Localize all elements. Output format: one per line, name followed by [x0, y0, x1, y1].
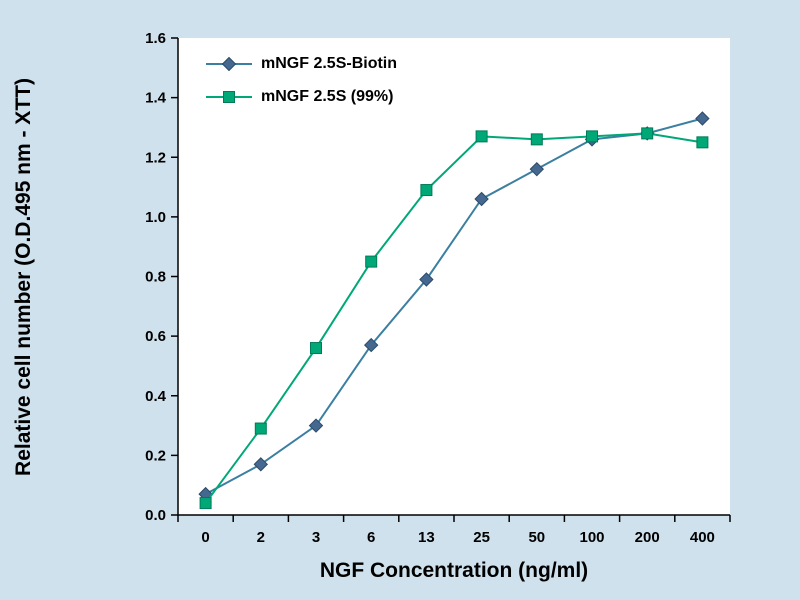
legend-label: mNGF 2.5S-Biotin — [261, 54, 398, 72]
square-marker-icon — [310, 342, 322, 355]
plot-area — [178, 38, 730, 515]
x-tick-label: 25 — [473, 529, 490, 546]
square-marker-icon — [530, 133, 543, 146]
y-axis-title: Relative cell number (O.D.495 nm - XTT) — [12, 78, 35, 476]
x-tick-label: 13 — [418, 529, 435, 546]
diamond-marker-icon — [363, 337, 379, 353]
square-marker-icon — [420, 184, 433, 197]
square-marker-icon — [641, 127, 654, 140]
square-marker-icon — [199, 497, 212, 510]
diamond-marker-icon — [221, 56, 237, 71]
diamond-marker-icon — [308, 418, 324, 433]
y-tick-label: 0.8 — [145, 269, 166, 286]
x-tick-label: 6 — [367, 529, 375, 546]
legend-swatch-square-icon — [206, 90, 252, 103]
y-tick-label: 0.0 — [145, 507, 166, 524]
diamond-marker-icon — [253, 457, 269, 472]
x-tick-label: 100 — [579, 529, 604, 546]
x-tick-label: 2 — [257, 529, 265, 546]
x-tick-label: 3 — [312, 529, 320, 546]
diamond-marker-icon — [695, 111, 710, 126]
series-line — [205, 117, 703, 496]
square-marker-icon — [254, 422, 267, 435]
y-tick-label: 1.4 — [145, 90, 167, 107]
diamond-marker-icon — [419, 272, 434, 287]
square-marker-icon — [223, 90, 235, 103]
x-axis-title: NGF Concentration (ng/ml) — [319, 559, 589, 582]
diamond-marker-icon — [474, 191, 489, 207]
x-tick-label: 50 — [528, 529, 545, 546]
x-tick-label: 200 — [635, 529, 660, 546]
legend-item: mNGF 2.5S-Biotin — [206, 48, 397, 79]
legend-item: mNGF 2.5S (99%) — [206, 81, 397, 112]
y-tick-label: 1.0 — [145, 209, 166, 226]
y-tick-label: 0.2 — [145, 447, 166, 464]
legend: mNGF 2.5S-Biotin mNGF 2.5S (99%) — [206, 48, 397, 112]
diamond-marker-icon — [529, 161, 545, 177]
square-marker-icon — [475, 130, 488, 143]
series-line — [204, 132, 703, 504]
square-marker-icon — [696, 136, 709, 149]
y-tick-label: 0.4 — [145, 388, 167, 405]
legend-swatch-diamond-icon — [206, 56, 252, 71]
legend-label: mNGF 2.5S (99%) — [261, 87, 394, 105]
x-tick-label: 400 — [690, 529, 715, 546]
y-tick-label: 0.6 — [145, 328, 166, 345]
square-marker-icon — [586, 130, 598, 143]
square-marker-icon — [365, 255, 378, 268]
x-tick-label: 0 — [201, 529, 209, 546]
y-tick-label: 1.6 — [145, 30, 166, 47]
y-tick-label: 1.2 — [145, 149, 166, 166]
